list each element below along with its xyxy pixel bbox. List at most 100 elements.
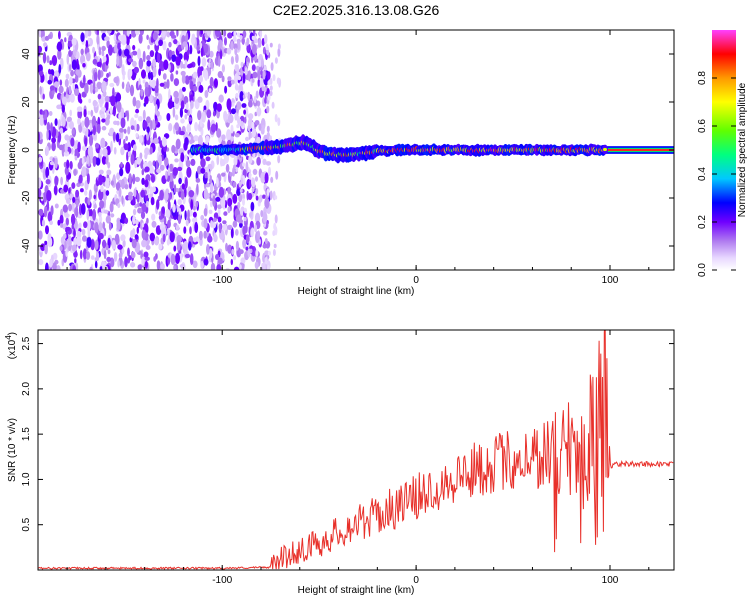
noise-blob	[137, 48, 141, 60]
noise-blob	[201, 57, 207, 67]
noise-blob	[251, 177, 254, 187]
x-tick-label: -100	[212, 575, 232, 586]
colorbar-tick-label: 0.2	[697, 215, 708, 229]
noise-blob	[120, 146, 125, 156]
noise-blob	[149, 50, 155, 58]
noise-blob	[223, 30, 227, 37]
noise-blob	[255, 195, 259, 201]
noise-blob	[221, 75, 225, 83]
noise-blob	[139, 152, 143, 160]
noise-blob	[197, 96, 203, 103]
noise-blob	[166, 31, 170, 38]
noise-blob	[97, 93, 102, 100]
spectrogram-ylabel: Frequency (Hz)	[7, 116, 18, 185]
noise-blob	[224, 85, 228, 94]
noise-blob	[81, 157, 85, 165]
noise-blob	[213, 217, 217, 222]
noise-blob	[180, 191, 185, 200]
noise-blob	[248, 129, 251, 140]
noise-blob	[102, 239, 107, 249]
noise-blob	[158, 68, 162, 76]
noise-blob	[49, 60, 53, 66]
noise-blob	[186, 49, 190, 55]
noise-blob	[63, 184, 69, 193]
noise-blob	[72, 82, 75, 91]
noise-blob	[38, 73, 41, 85]
noise-blob	[77, 109, 83, 120]
noise-blob	[146, 217, 149, 224]
noise-blob	[93, 80, 96, 92]
noise-blob	[144, 194, 149, 202]
noise-blob	[227, 224, 233, 230]
noise-blob	[162, 40, 167, 51]
noise-blob	[146, 116, 151, 124]
noise-blob	[188, 63, 193, 68]
noise-blob	[217, 71, 223, 79]
noise-blob	[177, 214, 182, 225]
noise-blob	[141, 69, 146, 79]
noise-blob	[263, 87, 267, 93]
y-tick-label: 20	[21, 96, 32, 108]
noise-blob	[50, 205, 54, 216]
noise-blob	[213, 78, 218, 88]
noise-blob	[257, 230, 261, 241]
noise-blob	[78, 222, 82, 229]
noise-blob	[46, 129, 49, 141]
noise-blob	[226, 129, 232, 141]
noise-blob	[94, 260, 98, 269]
y-tick-label: 40	[21, 48, 32, 60]
noise-blob	[146, 126, 150, 133]
noise-blob	[86, 125, 89, 138]
noise-blob	[242, 239, 247, 249]
noise-blob	[56, 104, 62, 110]
noise-blob	[139, 198, 144, 204]
noise-blob	[146, 34, 149, 40]
noise-blob	[151, 220, 157, 228]
noise-blob	[53, 81, 60, 88]
noise-blob	[63, 161, 67, 168]
noise-blob	[244, 207, 247, 214]
noise-blob	[227, 197, 233, 207]
noise-blob	[101, 118, 106, 123]
noise-blob	[151, 119, 156, 130]
noise-blob	[256, 106, 262, 117]
noise-blob	[69, 121, 74, 130]
noise-blob	[38, 156, 43, 163]
noise-blob	[151, 186, 156, 193]
noise-blob	[213, 234, 218, 243]
noise-blob	[165, 170, 168, 180]
noise-blob	[219, 50, 223, 60]
noise-blob	[51, 137, 56, 144]
noise-blob	[183, 30, 187, 37]
noise-blob	[92, 156, 97, 167]
noise-blob	[141, 229, 146, 240]
noise-blob	[121, 178, 125, 190]
noise-blob	[144, 166, 150, 173]
noise-blob	[50, 122, 53, 134]
noise-blob	[87, 110, 91, 116]
noise-blob	[252, 128, 256, 138]
noise-blob	[210, 220, 214, 228]
noise-blob	[132, 173, 136, 185]
noise-blob	[118, 127, 124, 133]
noise-blob	[107, 249, 111, 255]
noise-blob	[264, 97, 268, 104]
noise-blob	[137, 264, 142, 270]
noise-blob	[167, 219, 171, 229]
noise-blob	[200, 66, 204, 72]
noise-blob	[105, 53, 109, 66]
noise-blob	[131, 238, 137, 249]
noise-blob	[45, 166, 50, 179]
noise-blob	[150, 36, 154, 43]
snr-panel: -100 0 100 0.5 1.0 1.5 2.0 2.5 Height of straig…	[4, 329, 675, 596]
noise-blob	[94, 239, 99, 251]
noise-blob	[272, 230, 276, 237]
noise-blob	[58, 30, 61, 40]
noise-blob	[236, 39, 241, 51]
noise-blob	[203, 105, 207, 111]
noise-blob	[212, 195, 216, 207]
noise-blob	[156, 260, 161, 270]
noise-blob	[40, 243, 46, 251]
noise-blob	[149, 186, 153, 195]
noise-blob	[267, 80, 271, 86]
